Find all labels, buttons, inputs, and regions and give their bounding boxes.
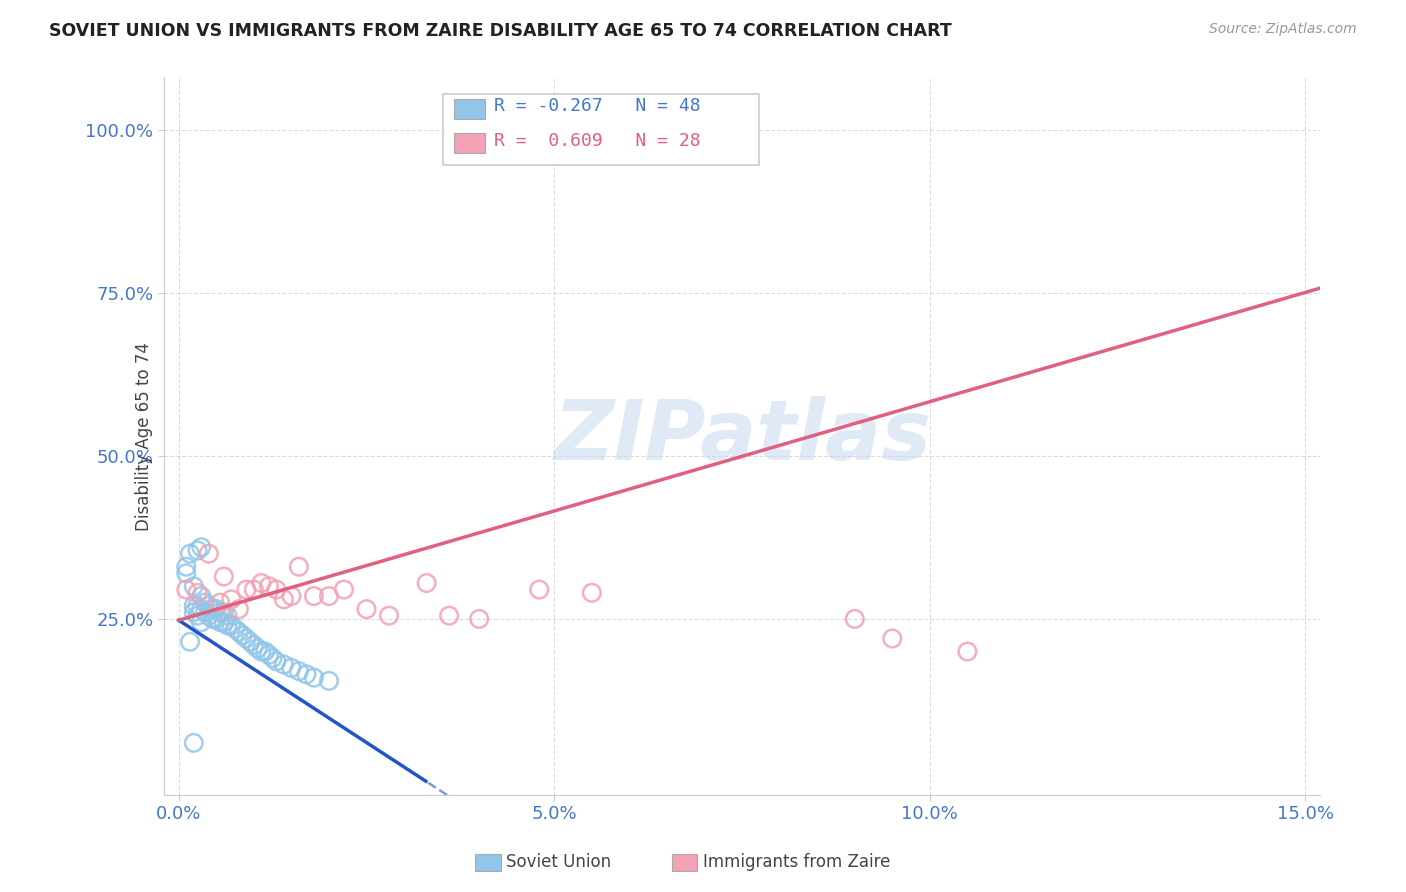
Point	[273, 592, 295, 607]
Point	[217, 618, 239, 632]
Point	[468, 612, 491, 626]
Point	[179, 634, 201, 648]
Point	[201, 612, 224, 626]
Point	[190, 615, 212, 630]
Point	[243, 582, 266, 597]
Point	[257, 579, 280, 593]
Point	[302, 671, 325, 685]
Point	[415, 576, 437, 591]
Point	[190, 589, 212, 603]
Text: Soviet Union: Soviet Union	[506, 853, 612, 871]
Point	[235, 632, 257, 646]
Point	[956, 644, 979, 658]
Point	[318, 589, 340, 603]
Point	[288, 664, 311, 678]
Point	[201, 602, 224, 616]
Point	[295, 667, 318, 681]
Point	[190, 602, 212, 616]
Text: ZIPatlas: ZIPatlas	[553, 396, 931, 476]
Point	[318, 673, 340, 688]
Point	[205, 612, 228, 626]
Text: SOVIET UNION VS IMMIGRANTS FROM ZAIRE DISABILITY AGE 65 TO 74 CORRELATION CHART: SOVIET UNION VS IMMIGRANTS FROM ZAIRE DI…	[49, 22, 952, 40]
Point	[197, 608, 219, 623]
Text: R = -0.267   N = 48: R = -0.267 N = 48	[494, 97, 700, 115]
Point	[333, 582, 356, 597]
Point	[217, 608, 239, 623]
Point	[183, 606, 205, 620]
Point	[190, 540, 212, 554]
Point	[224, 622, 246, 636]
Point	[266, 582, 288, 597]
Text: Source: ZipAtlas.com: Source: ZipAtlas.com	[1209, 22, 1357, 37]
Point	[209, 606, 232, 620]
Point	[262, 651, 284, 665]
Point	[228, 602, 250, 616]
Point	[250, 576, 273, 591]
Text: Immigrants from Zaire: Immigrants from Zaire	[703, 853, 890, 871]
Point	[183, 599, 205, 613]
Point	[221, 618, 243, 632]
Point	[235, 582, 257, 597]
Point	[882, 632, 904, 646]
Y-axis label: Disability Age 65 to 74: Disability Age 65 to 74	[135, 342, 153, 531]
Text: R =  0.609   N = 28: R = 0.609 N = 28	[494, 132, 700, 150]
Point	[257, 648, 280, 662]
Point	[186, 608, 208, 623]
Point	[174, 582, 197, 597]
Point	[378, 608, 401, 623]
Point	[209, 615, 232, 630]
Point	[174, 566, 197, 581]
Point	[266, 654, 288, 668]
Point	[194, 606, 217, 620]
Point	[197, 547, 219, 561]
Point	[179, 547, 201, 561]
Point	[183, 736, 205, 750]
Point	[239, 634, 262, 648]
Point	[194, 596, 217, 610]
Point	[243, 638, 266, 652]
Point	[280, 661, 302, 675]
Point	[356, 602, 378, 616]
Point	[186, 543, 208, 558]
Point	[529, 582, 551, 597]
Point	[250, 644, 273, 658]
Point	[437, 608, 460, 623]
Point	[212, 615, 235, 630]
Point	[302, 589, 325, 603]
Point	[186, 599, 208, 613]
Point	[205, 602, 228, 616]
Point	[232, 628, 254, 642]
Point	[183, 579, 205, 593]
Point	[174, 559, 197, 574]
Point	[844, 612, 866, 626]
Point	[228, 624, 250, 639]
Point	[280, 589, 302, 603]
Point	[186, 586, 208, 600]
Point	[212, 569, 235, 583]
Point	[221, 592, 243, 607]
Point	[288, 559, 311, 574]
Point	[254, 644, 277, 658]
Point	[197, 599, 219, 613]
Point	[273, 657, 295, 672]
Point	[209, 596, 232, 610]
Point	[581, 586, 603, 600]
Point	[212, 606, 235, 620]
Point	[246, 641, 269, 656]
